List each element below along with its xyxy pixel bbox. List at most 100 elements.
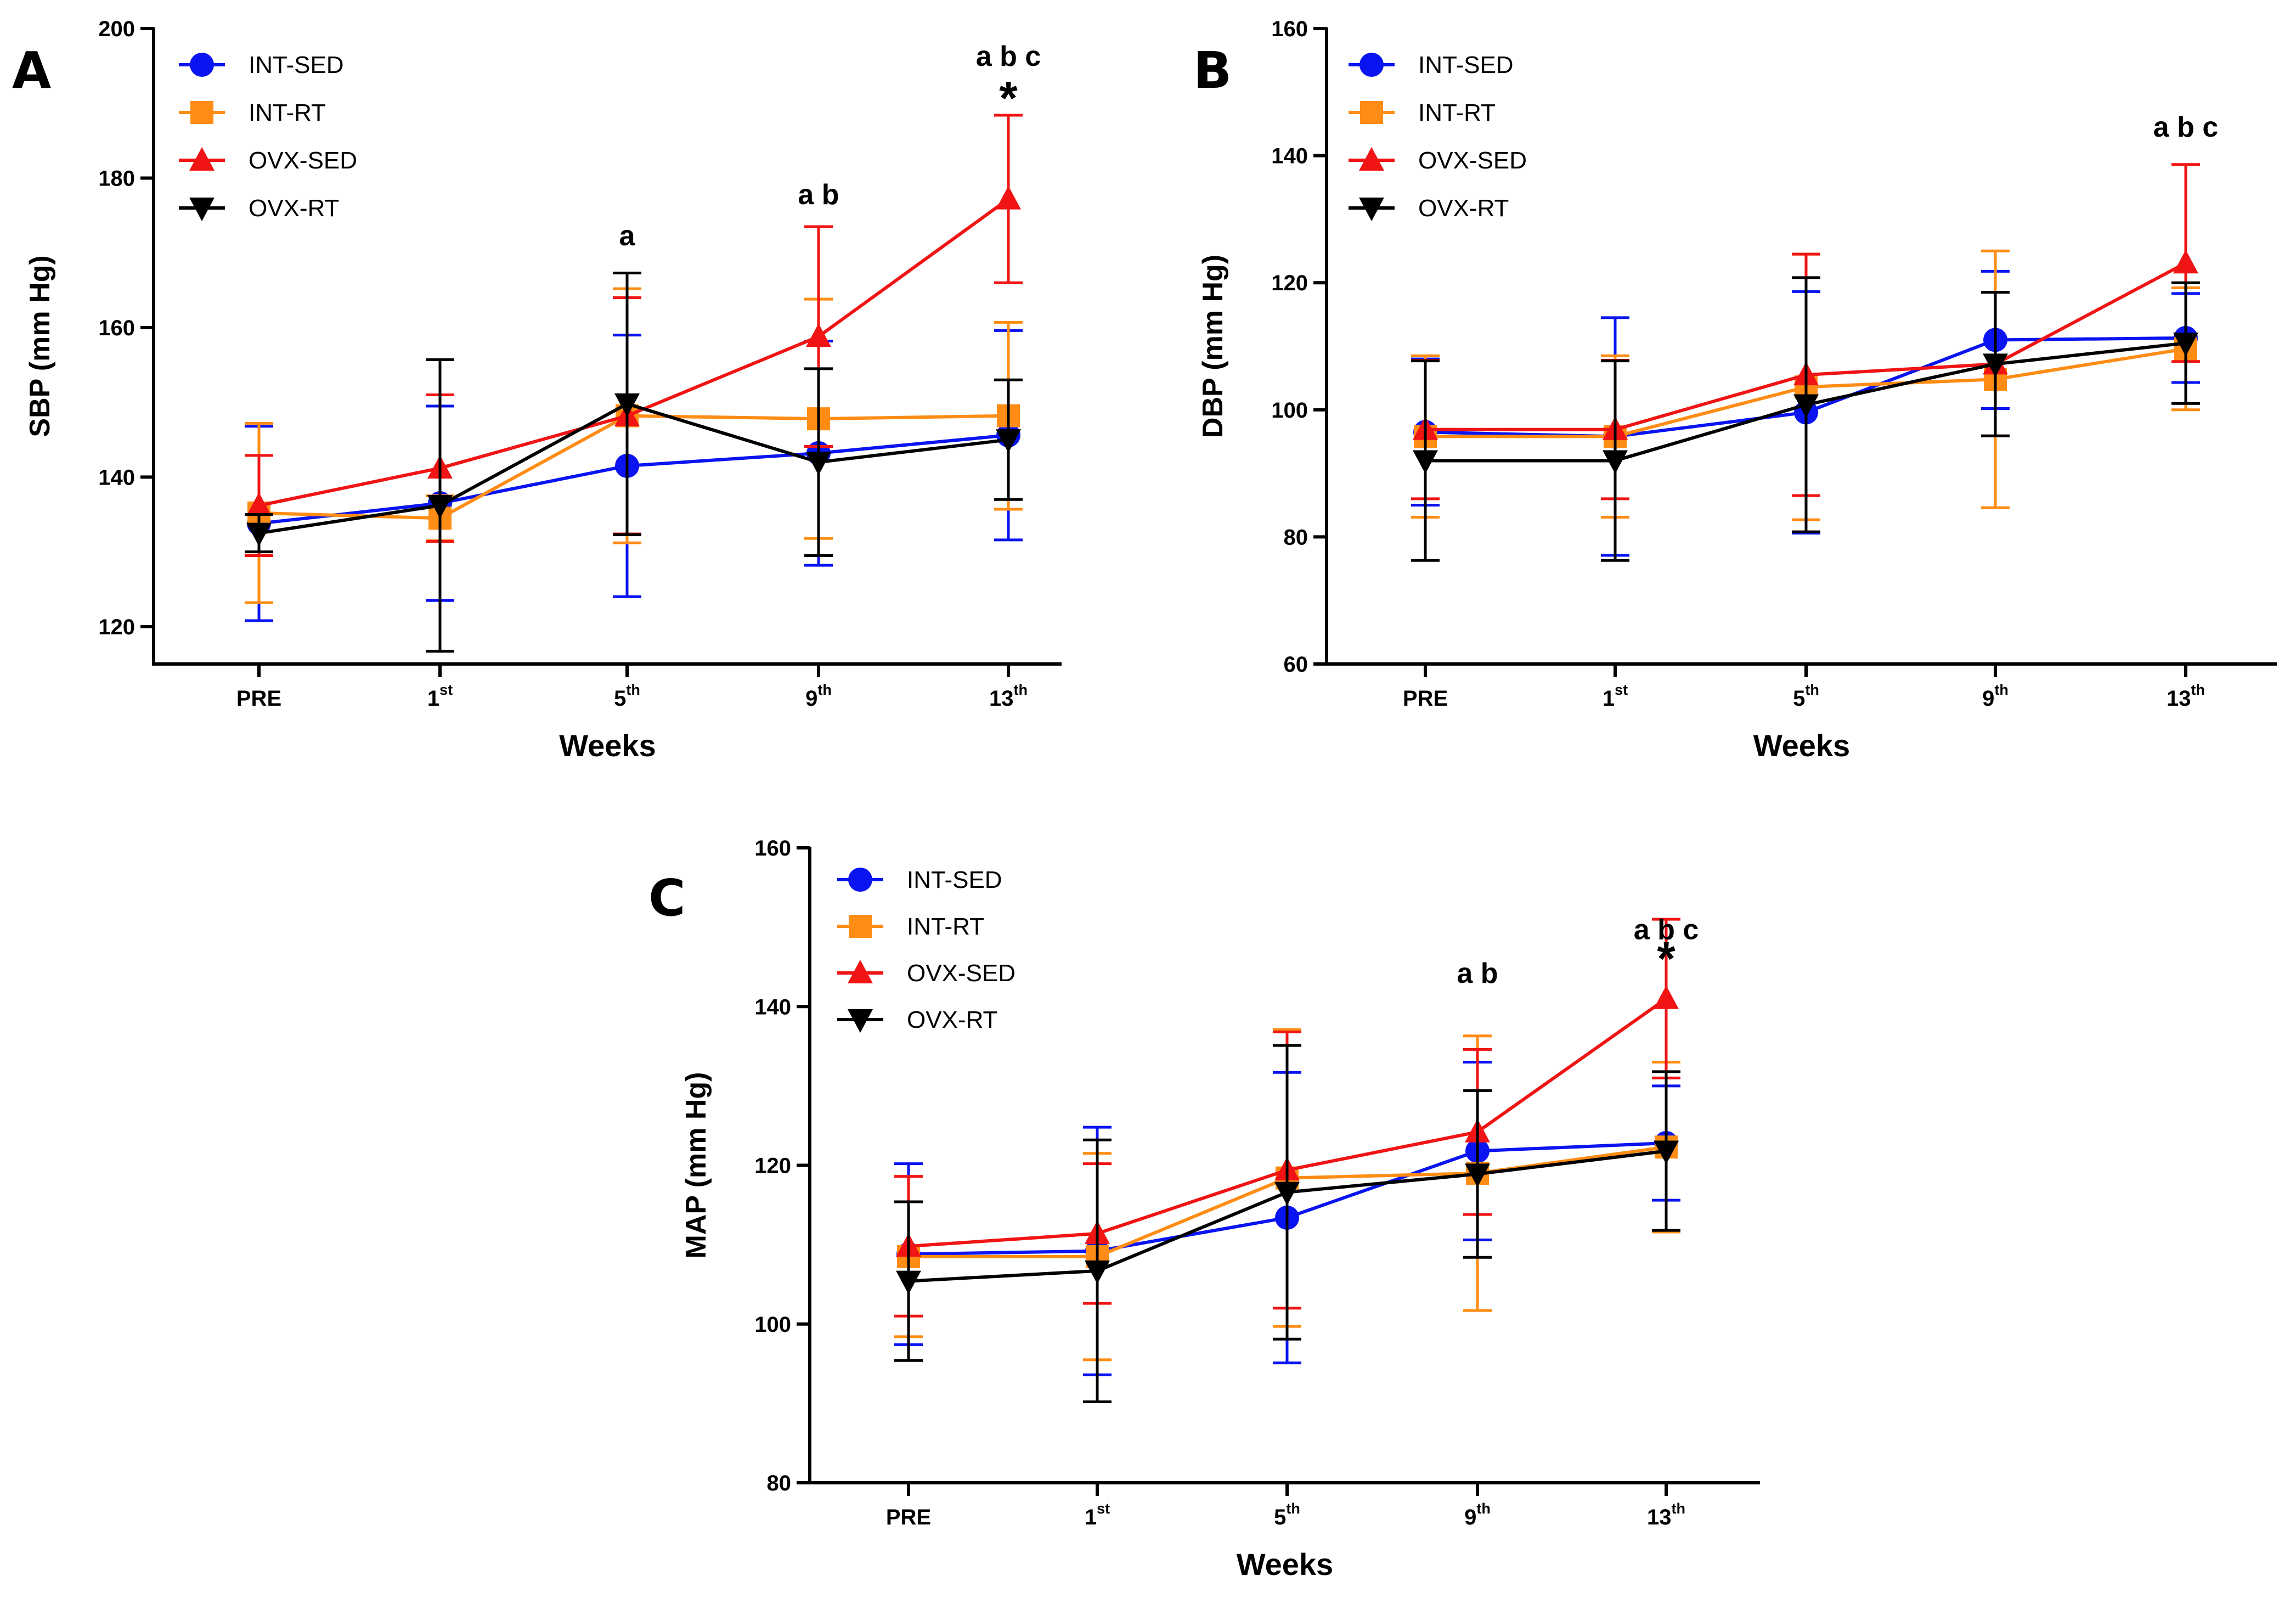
data-point xyxy=(806,452,831,476)
significance-label: a b c xyxy=(2153,111,2219,143)
legend-entry-int-rt: INT-RT xyxy=(837,913,984,940)
y-tick-label: 100 xyxy=(1271,398,1308,423)
legend-marker xyxy=(849,915,872,938)
y-tick-label: 160 xyxy=(1271,17,1308,41)
y-tick-label: 140 xyxy=(98,465,135,489)
significance-label: a b xyxy=(798,179,839,211)
legend-label: INT-SED xyxy=(249,52,344,78)
data-point xyxy=(614,393,640,417)
legend-label: INT-SED xyxy=(907,866,1002,893)
legend-marker xyxy=(1359,147,1384,171)
data-point xyxy=(1413,450,1438,474)
significance-label: a b xyxy=(1457,958,1498,989)
x-tick-label: 5th xyxy=(1274,1500,1300,1529)
significance-label: a b c xyxy=(976,41,1041,72)
legend: INT-SED INT-RT OVX-SED OVX-RT xyxy=(837,866,1016,1033)
data-point xyxy=(1603,450,1628,474)
significance-label: a xyxy=(619,220,636,252)
y-tick-label: 180 xyxy=(98,166,135,190)
y-axis-title: MAP (mm Hg) xyxy=(680,1072,712,1259)
x-tick-label: 13th xyxy=(989,682,1028,711)
y-tick-label: 80 xyxy=(1284,525,1308,549)
y-tick-label: 160 xyxy=(754,836,791,860)
series-ovx-rt xyxy=(245,271,1023,653)
legend-marker xyxy=(848,1009,873,1033)
data-point xyxy=(2173,250,2198,274)
legend-entry-ovx-sed: OVX-SED xyxy=(837,960,1016,987)
y-tick-label: 200 xyxy=(98,17,135,41)
chart-panel-a: A 120 140 160 180 200 PRE 1st 5th 9th 13th Weeks SBP… xyxy=(12,17,1062,763)
x-tick-label: 1st xyxy=(427,682,453,711)
series-ovx-rt xyxy=(1411,276,2200,562)
data-point xyxy=(246,492,272,516)
legend-entry-int-sed: INT-SED xyxy=(837,866,1002,893)
significance-label: a b c xyxy=(1634,914,1699,946)
data-point xyxy=(2173,333,2198,357)
legend-label: INT-RT xyxy=(249,99,326,126)
legend-marker xyxy=(189,198,215,221)
legend-label: INT-RT xyxy=(1418,99,1496,126)
data-point xyxy=(1793,394,1819,418)
y-tick-label: 140 xyxy=(754,995,791,1019)
x-tick-label: 1st xyxy=(1603,682,1628,711)
x-tick-label: 5th xyxy=(1793,682,1819,711)
legend-label: OVX-RT xyxy=(1418,195,1509,222)
legend-marker xyxy=(190,53,214,77)
data-point xyxy=(246,522,272,547)
legend-marker xyxy=(1359,198,1384,221)
legend-marker xyxy=(848,960,873,983)
legend-entry-ovx-rt: OVX-RT xyxy=(179,195,339,222)
data-point xyxy=(1654,1140,1679,1164)
data-point xyxy=(1274,1181,1300,1206)
x-tick-label: PRE xyxy=(1403,687,1448,711)
legend-marker xyxy=(848,868,872,892)
x-tick-label: PRE xyxy=(886,1505,931,1529)
x-axis-title: Weeks xyxy=(1237,1547,1333,1582)
legend-marker xyxy=(190,101,213,124)
legend-marker xyxy=(1359,53,1384,77)
chart-panel-b: B 60 80 100 120 140 160 PRE 1st 5th 9th 13th Weeks DB… xyxy=(1193,17,2277,763)
legend-label: INT-RT xyxy=(907,913,984,940)
legend-label: OVX-SED xyxy=(907,960,1016,987)
series-int-sed xyxy=(245,329,1023,622)
y-tick-label: 80 xyxy=(767,1471,792,1495)
data-point xyxy=(427,495,453,519)
y-tick-label: 100 xyxy=(754,1313,791,1337)
legend-marker xyxy=(1360,101,1383,124)
panel-letter: B xyxy=(1193,41,1232,100)
data-point xyxy=(1465,1163,1490,1188)
series-line xyxy=(258,434,1009,525)
y-tick-label: 120 xyxy=(754,1154,791,1178)
legend-entry-int-sed: INT-SED xyxy=(179,52,344,78)
y-tick-label: 60 xyxy=(1284,652,1308,677)
data-point xyxy=(896,1270,921,1295)
data-point xyxy=(1654,985,1679,1009)
significance-star: * xyxy=(1657,932,1676,985)
y-tick-label: 120 xyxy=(1271,271,1308,295)
data-point xyxy=(996,429,1021,453)
data-point xyxy=(806,323,831,347)
x-axis-title: Weeks xyxy=(1753,728,1850,763)
legend-entry-ovx-sed: OVX-SED xyxy=(179,147,357,174)
legend: INT-SED INT-RT OVX-SED OVX-RT xyxy=(179,52,357,222)
data-point xyxy=(996,185,1021,210)
legend-entry-ovx-rt: OVX-RT xyxy=(1349,195,1509,222)
legend-entry-ovx-rt: OVX-RT xyxy=(837,1006,997,1033)
x-tick-label: 13th xyxy=(1647,1500,1685,1529)
legend-entry-ovx-sed: OVX-SED xyxy=(1349,147,1527,174)
x-tick-label: 1st xyxy=(1085,1500,1110,1529)
legend-entry-int-sed: INT-SED xyxy=(1349,52,1514,78)
legend-label: INT-SED xyxy=(1418,52,1514,78)
legend: INT-SED INT-RT OVX-SED OVX-RT xyxy=(1349,52,1527,222)
x-tick-label: 9th xyxy=(805,682,832,711)
legend-label: OVX-RT xyxy=(249,195,339,222)
y-tick-label: 120 xyxy=(98,615,135,639)
y-axis-title: SBP (mm Hg) xyxy=(24,255,56,437)
legend-label: OVX-SED xyxy=(1418,147,1527,174)
x-tick-label: PRE xyxy=(236,687,281,711)
y-tick-label: 140 xyxy=(1271,144,1308,168)
legend-marker xyxy=(189,147,215,171)
x-axis-title: Weeks xyxy=(559,728,656,763)
